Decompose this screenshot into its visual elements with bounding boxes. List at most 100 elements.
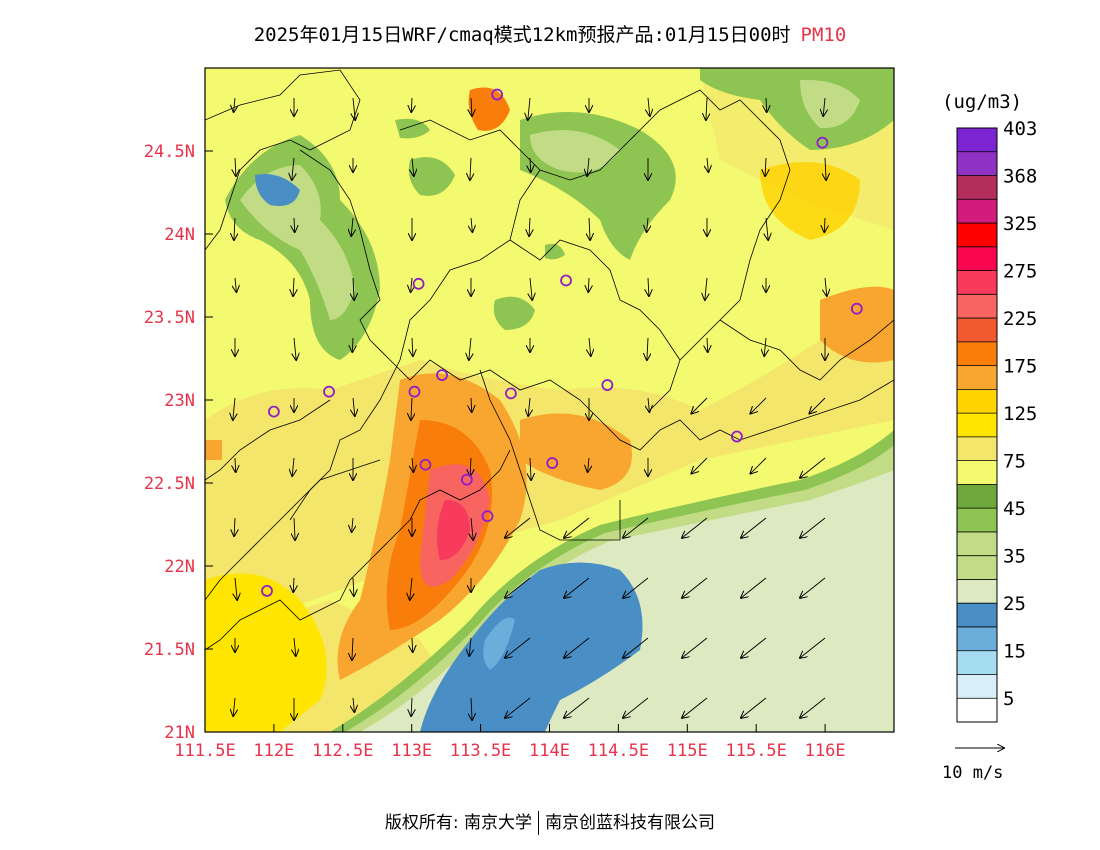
- colorbar-swatch: [957, 531, 997, 556]
- colorbar-swatch: [957, 318, 997, 342]
- wind-arrow: [706, 97, 707, 120]
- wind-arrow: [564, 517, 590, 538]
- station-marker: [323, 385, 335, 398]
- wind-arrow: [648, 277, 649, 296]
- wind-arrow: [623, 517, 649, 538]
- y-tick-label: 21.5N: [144, 640, 195, 660]
- footer-separator: [538, 811, 540, 835]
- colorbar-swatch: [957, 270, 997, 295]
- wind-arrow: [623, 577, 649, 598]
- colorbar-label: 5: [1003, 688, 1014, 710]
- wind-arrow: [352, 337, 353, 352]
- colorbar-label: 75: [1003, 451, 1026, 473]
- x-tick-label: 114E: [529, 741, 570, 761]
- wind-arrow: [589, 337, 591, 356]
- station-marker: [731, 430, 743, 443]
- wind-arrow: [682, 577, 708, 598]
- wind-arrow: [471, 397, 472, 412]
- wind-arrow: [800, 577, 826, 598]
- y-tick-label: 24.5N: [144, 142, 195, 162]
- wind-arrow: [529, 217, 530, 236]
- wind-arrow: [766, 217, 768, 240]
- wind-arrow: [505, 577, 531, 598]
- wind-arrow: [505, 517, 531, 538]
- colorbar-label: 45: [1003, 498, 1026, 520]
- wind-arrow: [825, 277, 827, 296]
- wind-vectors: [233, 97, 827, 720]
- colorbar-label: 225: [1003, 308, 1037, 330]
- wind-arrow: [471, 97, 472, 116]
- station-marker: [261, 585, 273, 597]
- colorbar-swatch: [957, 674, 997, 699]
- wind-arrow: [741, 517, 767, 538]
- wind-arrow: [587, 157, 589, 176]
- wind-arrow: [352, 517, 353, 532]
- station-marker: [460, 473, 473, 486]
- colorbar-swatch: [957, 151, 997, 176]
- colorbar-label: 368: [1003, 166, 1037, 188]
- station-marker: [505, 387, 517, 400]
- colorbar-swatch: [957, 603, 997, 627]
- wind-arrow: [824, 217, 825, 232]
- wind-arrow: [800, 457, 826, 478]
- station-marker: [412, 277, 425, 290]
- colorbar-frame: [956, 127, 998, 723]
- wind-arrow: [750, 457, 767, 474]
- monitoring-stations: [261, 88, 863, 597]
- wind-arrow: [825, 157, 826, 180]
- wind-arrow: [470, 157, 471, 180]
- wind-reference: 10 m/s: [942, 748, 1004, 783]
- colorbar-swatch: [957, 294, 997, 319]
- x-tick-label: 113.5E: [450, 741, 511, 761]
- wind-arrow: [469, 637, 471, 656]
- wind-arrow: [750, 397, 767, 414]
- wind-arrow: [505, 637, 531, 658]
- wind-arrow: [800, 637, 826, 658]
- wind-arrow: [800, 517, 826, 538]
- wind-arrow: [800, 697, 826, 718]
- wind-arrow: [647, 217, 648, 232]
- wind-arrow: [411, 97, 412, 112]
- y-tick-label: 23N: [164, 391, 195, 411]
- wind-arrow: [353, 397, 355, 416]
- wind-arrow: [809, 397, 826, 414]
- colorbar-swatch: [957, 579, 997, 604]
- wind-arrow: [505, 697, 531, 718]
- wind-arrow: [235, 577, 237, 600]
- wind-arrow: [293, 277, 294, 296]
- wind-arrow: [764, 337, 766, 356]
- wind-arrow: [233, 697, 235, 716]
- wind-arrow: [351, 217, 353, 236]
- wind-arrow: [234, 217, 235, 240]
- x-tick-label: 111.5E: [174, 741, 235, 761]
- wind-arrow: [530, 277, 532, 300]
- wind-arrow: [353, 277, 354, 300]
- wind-arrow: [530, 457, 531, 480]
- wind-arrow: [765, 157, 766, 176]
- wind-arrow: [564, 577, 590, 598]
- wind-arrow: [705, 277, 707, 300]
- wind-arrow: [412, 637, 413, 652]
- wind-arrow: [235, 277, 236, 292]
- colorbar-swatch: [957, 128, 997, 152]
- wind-arrow: [294, 217, 295, 232]
- station-marker: [601, 379, 614, 391]
- chart-title: 2025年01月15日WRF/cmaq模式12km预报产品:01月15日00时 P…: [0, 20, 1100, 47]
- wind-arrow: [682, 517, 708, 538]
- y-tick-label: 22N: [164, 557, 195, 577]
- wind-arrow: [411, 277, 412, 292]
- wind-arrow: [823, 97, 825, 116]
- x-tick-label: 113E: [391, 741, 432, 761]
- x-tick-label: 115E: [667, 741, 708, 761]
- concentration-field: [205, 68, 894, 732]
- wind-arrow: [235, 157, 236, 176]
- wind-arrow: [691, 457, 708, 474]
- colorbar-swatch: [957, 698, 997, 722]
- x-tick-label: 116E: [805, 741, 846, 761]
- station-marker: [491, 88, 504, 101]
- station-marker: [267, 405, 280, 418]
- wind-arrow: [766, 97, 767, 112]
- colorbar-swatch: [957, 389, 997, 414]
- colorbar-label: 35: [1003, 546, 1026, 568]
